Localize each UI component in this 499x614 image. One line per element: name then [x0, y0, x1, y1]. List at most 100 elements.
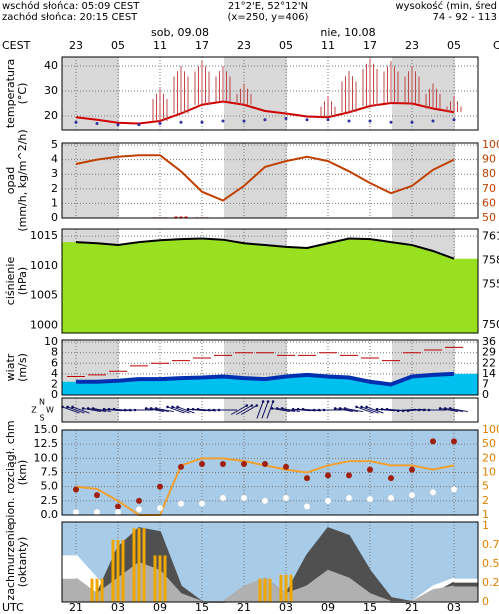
arrow-head	[154, 407, 158, 410]
y2-tick-label: 0.25	[482, 576, 499, 589]
dot	[219, 494, 227, 502]
y2-tick-label: 10	[482, 466, 496, 479]
arrow-head	[385, 407, 389, 411]
dot	[347, 119, 351, 123]
dot	[93, 508, 101, 516]
dot	[431, 119, 435, 123]
arrow-head	[166, 405, 169, 409]
arrow-head	[365, 405, 368, 409]
arrow-head	[250, 404, 254, 407]
elevation: 74 - 92 - 113	[433, 12, 497, 23]
dot	[136, 497, 142, 504]
compass-letter: Z	[31, 406, 37, 415]
dot	[452, 118, 456, 122]
axis-label: (mm/h, kg/m^2/h)	[16, 129, 29, 231]
arrow-head	[443, 407, 447, 410]
compass-letter: N	[39, 398, 45, 407]
dot	[410, 120, 414, 124]
y2-tick-label: 70	[482, 182, 496, 195]
arrow-head	[217, 408, 221, 412]
bar	[184, 216, 188, 218]
panel-frame	[61, 142, 479, 219]
time-label-top: 05	[111, 39, 125, 52]
dot	[156, 504, 164, 512]
time-label-bottom: 03	[279, 601, 293, 614]
wind-arrow	[256, 401, 264, 419]
bar	[289, 574, 293, 602]
y2-tick-label: 29	[482, 346, 496, 359]
wind-arrow	[266, 401, 274, 419]
axis-label: (hPa)	[16, 267, 29, 295]
y2-tick-label: 750	[482, 318, 499, 331]
arrow-head	[360, 405, 363, 409]
dot	[305, 118, 309, 122]
coords: 21°2'E, 52°12'N	[228, 1, 308, 12]
dot	[409, 466, 415, 473]
y-tick-label: 20	[44, 109, 58, 122]
time-label-bottom: 21	[405, 601, 419, 614]
time-label-top: 23	[237, 39, 251, 52]
dot	[179, 120, 183, 124]
arrow-head	[343, 407, 347, 410]
bar	[95, 578, 99, 602]
panel	[61, 429, 479, 516]
axis-label: (km)	[16, 460, 29, 486]
night-shade	[62, 57, 119, 130]
time-label-bottom: 09	[153, 601, 167, 614]
dot	[74, 120, 78, 124]
bar	[153, 555, 157, 602]
dot	[429, 489, 437, 496]
time-label-top: 17	[195, 39, 209, 52]
y2-tick-label: 90	[482, 153, 496, 166]
wind-arrow	[361, 406, 379, 414]
dot	[345, 494, 353, 502]
arrow-head	[207, 408, 211, 412]
dot	[304, 475, 310, 482]
dot	[73, 486, 79, 493]
y-tick-label: 40	[44, 59, 58, 72]
arrow-head	[66, 405, 69, 409]
dot	[242, 119, 246, 123]
wind-arrow	[177, 406, 195, 414]
dot	[221, 119, 225, 123]
arrow-head	[280, 407, 284, 410]
arrow-head	[417, 408, 421, 412]
y2-tick-label: 50	[482, 437, 496, 450]
axis-label: opad	[4, 167, 17, 194]
arrow-head	[270, 407, 274, 410]
arrow-head	[245, 404, 249, 407]
y2-tick-label: 14	[482, 367, 496, 380]
arrow-head	[102, 407, 106, 411]
arrow-head	[191, 407, 195, 411]
wind-arrow	[356, 406, 374, 414]
wind-arrow	[67, 406, 85, 414]
y-tick-label: 0.0	[41, 508, 59, 521]
bar	[258, 578, 262, 602]
bar	[111, 539, 115, 602]
bar	[121, 539, 125, 602]
bar	[268, 578, 272, 602]
dot	[94, 492, 100, 499]
arrow-head	[171, 405, 174, 409]
bar	[174, 216, 178, 218]
wind-arrow	[88, 407, 106, 413]
bar	[100, 578, 104, 602]
wind-arrow	[172, 406, 190, 414]
time-label-top: 23	[69, 39, 83, 52]
wind-arrow	[366, 406, 384, 414]
sunrise: wschód słońca: 05:09 CEST	[2, 0, 140, 12]
y-tick-label: 15.0	[34, 423, 59, 436]
y2-tick-label: 0	[482, 388, 489, 401]
axis-label: (oktanty)	[16, 537, 29, 588]
dot	[158, 122, 162, 125]
arrow-head	[128, 408, 132, 412]
dot	[200, 120, 204, 124]
y-tick-label: 2	[51, 377, 58, 390]
dot	[324, 497, 332, 505]
time-label-top: 11	[153, 39, 167, 52]
dot	[283, 463, 289, 470]
arrow-head	[375, 407, 379, 411]
wind-arrow	[156, 407, 174, 413]
panel-frame	[61, 228, 479, 334]
